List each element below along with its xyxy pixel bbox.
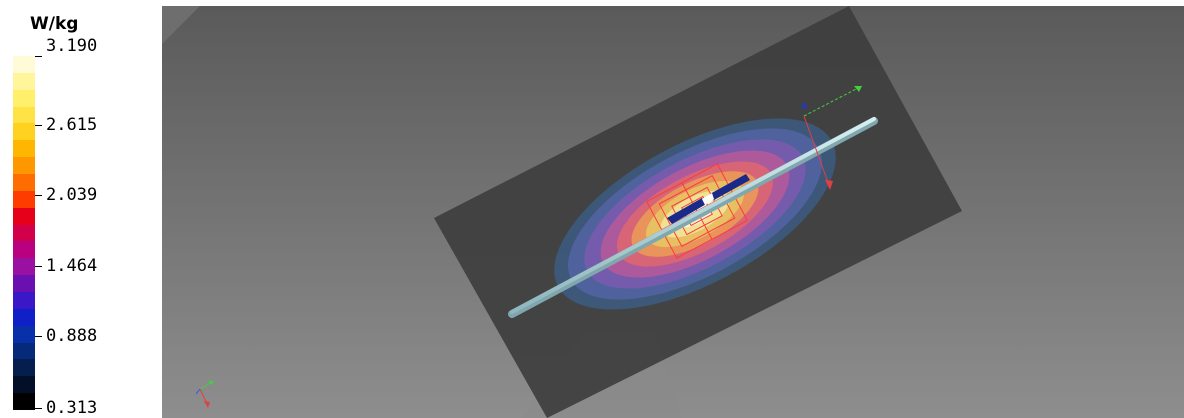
- colorbar-cell: [13, 224, 35, 242]
- colorbar-cell: [13, 123, 35, 141]
- legend-tick-max: 3.190: [46, 36, 98, 56]
- colorbar-cell: [13, 56, 35, 74]
- sar-scene[interactable]: [162, 6, 1184, 418]
- colorbar-cell: [13, 325, 35, 344]
- axis-x-line: [803, 115, 831, 189]
- local-axes-triad: [801, 85, 863, 190]
- background-corner-facet: [162, 6, 200, 44]
- sar-color-legend: W/kg 3.190 2.615 2.039 1.464 0.888 0.313: [0, 0, 160, 418]
- legend-colorbar: [13, 56, 35, 411]
- colorbar-cell: [13, 157, 35, 175]
- colorbar-cell: [13, 308, 35, 327]
- colorbar-cell: [13, 207, 35, 226]
- 3d-viewport[interactable]: [162, 6, 1184, 418]
- dipole-arm-left: [667, 198, 708, 224]
- global-z-axis: [195, 388, 201, 395]
- dipole-arm-right: [710, 174, 750, 200]
- legend-unit-label: W/kg: [30, 14, 79, 34]
- global-axes-triad: [195, 380, 215, 408]
- legend-tickmark: [35, 408, 42, 409]
- legend-tick-4: 1.464: [46, 256, 98, 276]
- legend-tickmark: [35, 125, 42, 126]
- colorbar-cell: [13, 190, 35, 209]
- dipole-gap: [702, 193, 714, 205]
- colorbar-cell: [13, 241, 35, 259]
- legend-tick-min: 0.313: [46, 398, 98, 418]
- global-y-arrowhead: [208, 381, 214, 385]
- colorbar-cell: [13, 359, 35, 377]
- colorbar-cell: [13, 393, 35, 411]
- colorbar-cell: [13, 292, 35, 310]
- dipole-feed[interactable]: [667, 174, 750, 224]
- colorbar-cell: [13, 275, 35, 293]
- legend-tick-5: 0.888: [46, 326, 98, 346]
- colorbar-cell: [13, 140, 35, 158]
- global-x-arrowhead: [204, 401, 210, 408]
- legend-tickmark: [35, 195, 42, 196]
- colorbar-cell: [13, 106, 35, 124]
- legend-tick-3: 2.039: [46, 185, 98, 205]
- legend-tick-2: 2.615: [46, 115, 98, 135]
- colorbar-cell: [13, 258, 35, 276]
- legend-tickmark: [35, 336, 42, 337]
- colorbar-cell: [13, 72, 35, 91]
- legend-tickmark: [35, 56, 42, 57]
- legend-tickmark: [35, 266, 42, 267]
- colorbar-cell: [13, 89, 35, 108]
- dipole-rod-highlight: [510, 117, 876, 314]
- axis-y-line: [803, 85, 863, 117]
- axis-y-arrowhead: [854, 86, 862, 92]
- colorbar-cell: [13, 174, 35, 192]
- colorbar-cell: [13, 376, 35, 394]
- axis-z-marker: [801, 103, 807, 109]
- axis-x-arrowhead: [825, 180, 833, 190]
- colorbar-cell: [13, 342, 35, 360]
